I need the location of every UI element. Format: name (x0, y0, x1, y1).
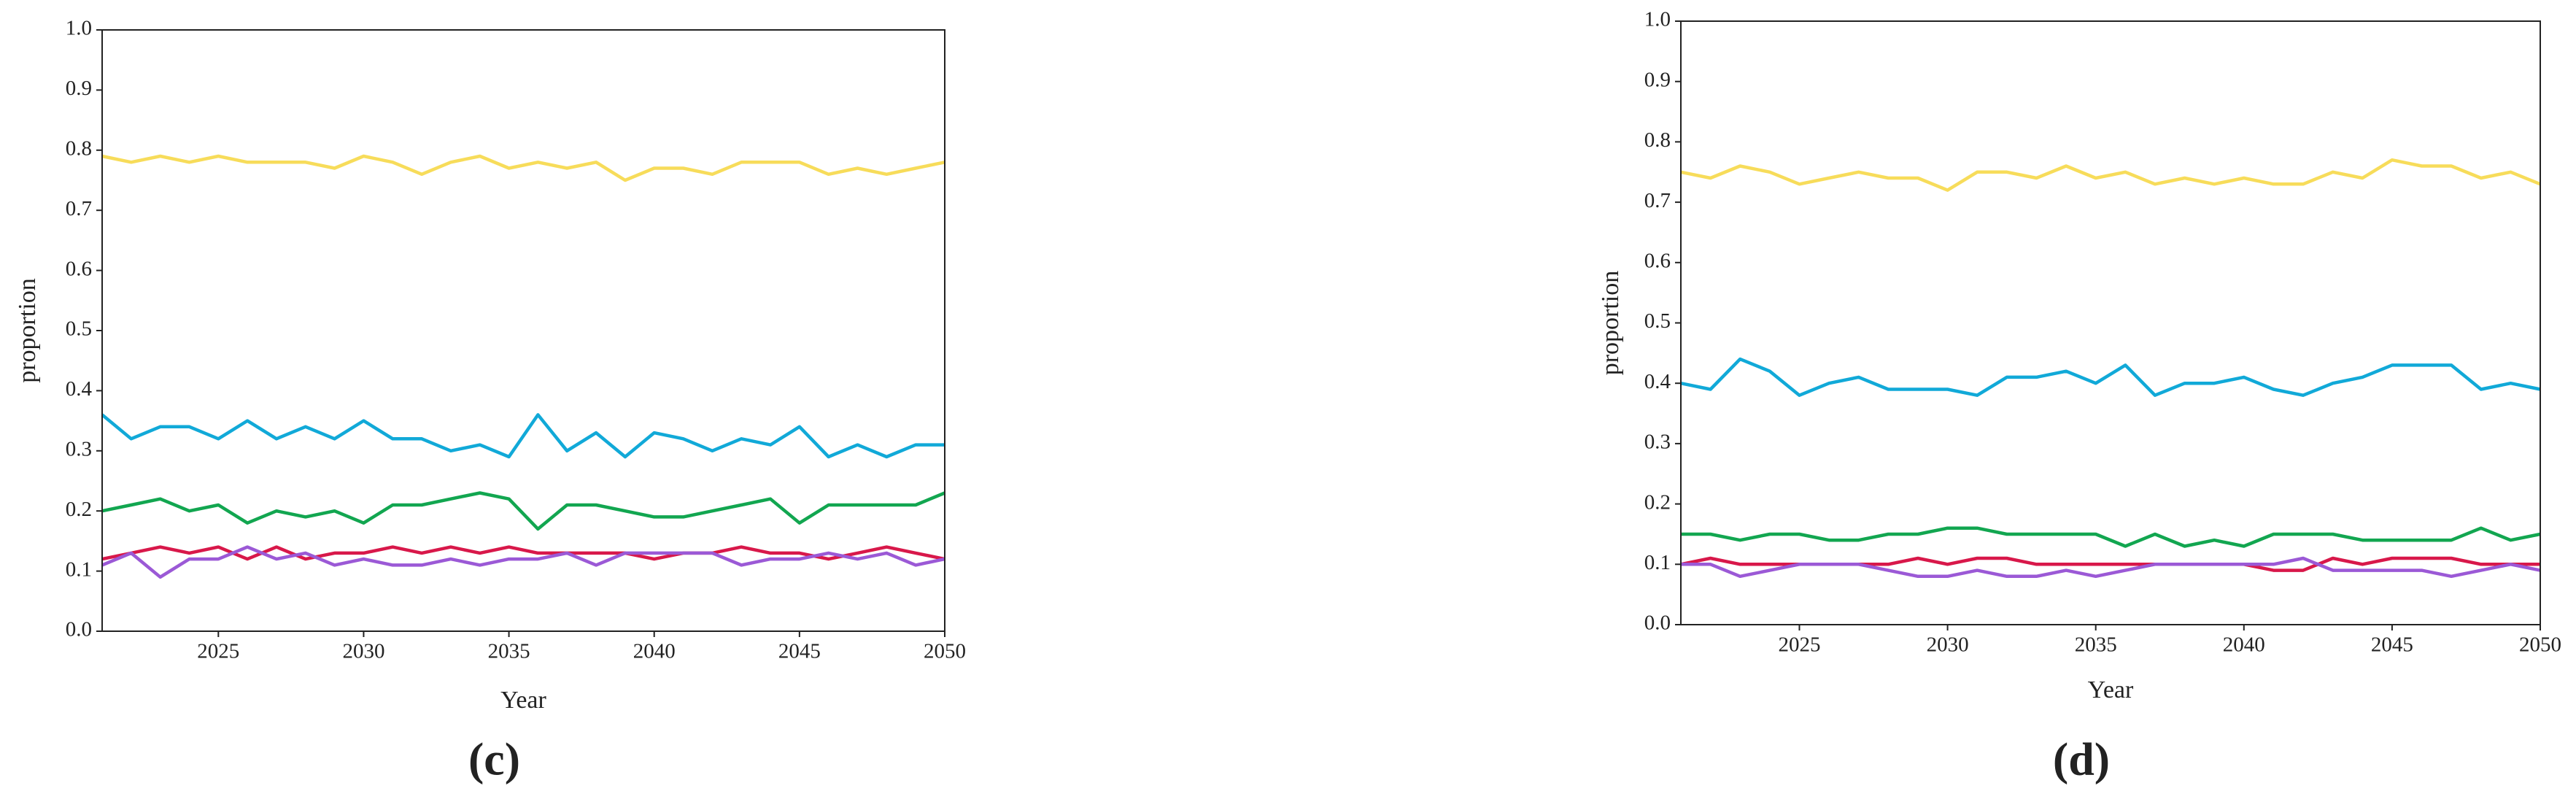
y-tick-label: 0.6 (66, 257, 92, 280)
x-tick-label: 2035 (2075, 633, 2117, 657)
y-tick-label: 0.8 (66, 136, 92, 160)
x-tick-label: 2040 (633, 640, 676, 663)
y-axis-label: proportion (1597, 271, 1624, 376)
plot-frame (1680, 20, 2541, 625)
y-tick-label: 0.1 (1644, 551, 1671, 574)
y-tick-label: 0.1 (66, 558, 92, 581)
y-tick-label: 0.9 (1644, 68, 1671, 91)
x-tick-label: 2025 (197, 640, 239, 663)
chart: 0.0 0.1 0.2 0.3 0.4 0.5 0.6 0.7 0.8 0.9 1.0 2025 203… (1597, 8, 2561, 785)
y-tick-label: 0.5 (66, 317, 92, 341)
y-tick-label: 0.4 (1644, 370, 1671, 393)
y-tick-label: 0.0 (66, 618, 92, 641)
chart: 0.0 0.1 0.2 0.3 0.4 0.5 0.6 0.7 0.8 0.9 1.0 2025 203… (14, 17, 966, 785)
caption: (c) (468, 733, 520, 785)
x-tick-label: 2035 (488, 640, 530, 663)
y-tick-label: 0.5 (1644, 309, 1671, 333)
x-tick-label: 2040 (2223, 633, 2265, 657)
series-line (101, 545, 945, 579)
series-line (1681, 556, 2541, 579)
x-tick-label: 2030 (1927, 633, 1969, 657)
series-line (101, 413, 945, 459)
series-line (101, 491, 945, 531)
x-tick-label: 2030 (342, 640, 384, 663)
series-line (1680, 158, 2541, 192)
y-tick-label: 0.0 (1644, 612, 1671, 635)
y-tick-label: 0.2 (1644, 490, 1671, 514)
x-axis-label: Year (2088, 676, 2134, 703)
series-line (101, 154, 945, 182)
plot-frame (101, 29, 945, 632)
x-tick-label: 2050 (2519, 633, 2561, 657)
y-tick-label: 0.8 (1644, 128, 1671, 152)
x-tick-label: 2050 (924, 640, 966, 663)
y-tick-label: 0.7 (1644, 189, 1671, 212)
y-tick-label: 0.3 (66, 437, 92, 460)
y-tick-label: 0.4 (66, 377, 93, 401)
series-line (101, 545, 945, 561)
y-tick-label: 1.0 (66, 17, 92, 40)
y-axis-label: proportion (14, 278, 41, 383)
x-axis-label: Year (500, 687, 546, 714)
series-line (1681, 526, 2541, 548)
x-tick-label: 2045 (2371, 633, 2413, 657)
y-tick-label: 0.3 (1644, 431, 1671, 454)
y-tick-label: 1.0 (1644, 8, 1671, 31)
series-line (1680, 357, 2541, 397)
y-tick-label: 0.9 (66, 77, 92, 100)
y-tick-label: 0.2 (66, 498, 92, 521)
x-tick-label: 2045 (778, 640, 821, 663)
y-tick-label: 0.6 (1644, 249, 1671, 272)
x-tick-label: 2025 (1778, 633, 1820, 657)
caption: (d) (2053, 733, 2110, 785)
y-tick-label: 0.7 (66, 197, 92, 220)
